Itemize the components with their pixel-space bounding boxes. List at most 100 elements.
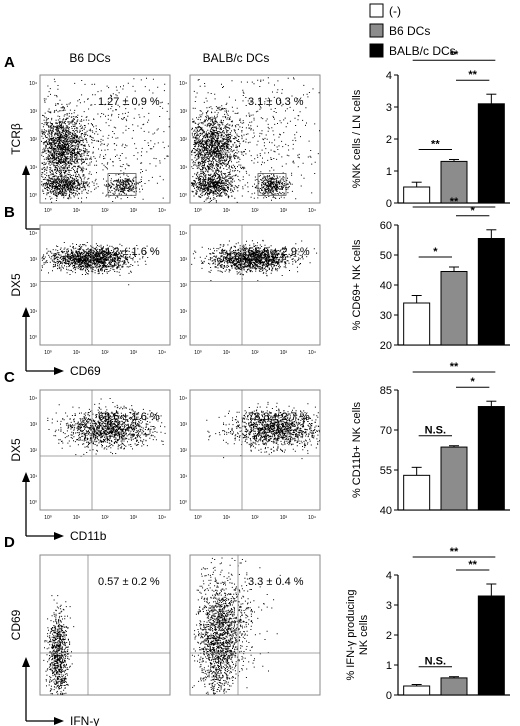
significance-label: ** [431,138,440,150]
bar-y-tick-label: 1 [386,166,392,178]
bar-y-tick-label: 3 [386,102,392,114]
bar-chart-D: 0 1 2 3 4 % IFN-γ producingNK cells N.S. ** ** [345,546,510,702]
flow-x-tick-label: 10¹ [223,208,231,214]
significance-label: N.S. [425,656,446,668]
flow-y-tick-label: 10³ [30,257,38,263]
legend: (-) B6 DCs BALB/c DCs [369,3,456,58]
flow-y-tick-label: 10⁰ [29,335,37,341]
bar-y-tick-label: 0 [386,198,392,210]
flow-plot-b6: 0.57 ± 0.2 % [39,554,171,696]
x-axis-arrowhead [54,717,64,725]
panel-letter: A [4,54,15,71]
flow-x-label: IFN-γ [70,714,99,726]
flow-events-dx5 [191,239,318,282]
significance-label: * [471,205,476,217]
column-header-b6: B6 DCs [69,51,110,65]
panel-letter: D [4,534,15,551]
bar-y-label: %NK cells / LN cells [351,89,363,188]
flow-y-tick-label: 10¹ [30,474,38,480]
flow-x-tick-label: 10⁴ [308,350,316,356]
flow-events-dx5 [47,398,166,457]
flow-plot-b6: 10⁰ 10⁰ 10¹ 10¹ 10² 10² 10³ 10³ 10⁴ 10⁴ 1.27 ± 0.9… [29,74,171,214]
bar-y-label: % CD11b+ NK cells [351,401,363,498]
flow-plot-b6: 10⁰ 10⁰ 10¹ 10¹ 10² 10² 10³ 10³ 10⁴ 10⁴ 63.6 ± 1.6… [29,389,171,521]
bar-y-tick-label: 4 [386,70,392,82]
x-axis-arrowhead [54,532,64,540]
bar-y-tick-label: 20 [380,340,392,352]
legend-swatch-balbc [369,43,384,58]
bar-y-label: % CD69+ NK cells [351,239,363,330]
bar-y-tick-label: 50 [380,250,392,262]
bar-y-label: % IFN-γ producingNK cells [345,589,370,680]
flow-y-tick-label: 10³ [30,109,38,115]
flow-y-tick-label: 10⁰ [179,335,187,341]
flow-x-label: CD69 [70,364,101,378]
y-axis-arrowhead [22,472,30,482]
flow-stat-label: 1.27 ± 0.9 % [98,96,160,108]
flow-y-tick-label: 10² [30,283,38,289]
flow-x-tick-label: 10⁰ [194,208,202,214]
flow-y-tick-label: 10³ [30,422,38,428]
flow-x-tick-label: 10⁴ [158,208,166,214]
flow-x-tick-label: 10⁴ [158,350,166,356]
flow-x-label: CD11b [70,529,107,543]
flow-events-double-neg [41,167,98,203]
bar-0 [403,186,431,204]
flow-x-tick-label: 10³ [280,350,288,356]
flow-y-tick-label: 10⁴ [29,231,37,237]
panel-C: C DX5 CD11b 10⁰ 10⁰ 10¹ 10¹ 10² 10² 10³ 10³ 10⁴ 10⁴ 6… [4,361,510,543]
flow-events-cd69 [191,557,252,695]
flow-events-tcr [191,92,269,200]
flow-events-nk [103,170,150,198]
flow-x-tick-label: 10² [251,208,259,214]
flow-x-tick-label: 10⁴ [158,515,166,521]
bar-y-tick-label: 3 [386,600,392,612]
flow-y-tick-label: 10² [30,448,38,454]
flow-plot-balbc: 10⁰ 10⁰ 10¹ 10¹ 10² 10² 10³ 10³ 10⁴ 10⁴ 78.8 ± 2.7… [179,389,321,521]
flow-y-tick-label: 10⁰ [29,193,37,199]
flow-x-tick-label: 10⁰ [44,350,52,356]
flow-plot-frame [39,224,171,346]
significance-label: ** [450,196,459,208]
y-axis-arrowhead [22,657,30,667]
flow-plot-balbc: 10⁰ 10⁰ 10¹ 10¹ 10² 10² 10³ 10³ 10⁴ 10⁴ 3.1 ± 0.3 … [179,74,321,214]
flow-events-cd69 [43,595,75,695]
legend-label-balbc: BALB/c DCs [389,44,456,58]
panels-container: ATCRβNK1.110⁰10⁰10¹10¹10²10²10³10³10⁴10⁴… [4,49,510,726]
flow-events-tcr [41,81,104,199]
flow-y-tick-label: 10² [180,283,188,289]
panel-B: B DX5 CD69 10⁰ 10⁰ 10¹ 10¹ 10² 10² 10³ 10³ 10⁴ 10⁴ 44… [4,196,510,378]
flow-y-tick-label: 10⁴ [179,231,187,237]
flow-x-tick-label: 10² [101,350,109,356]
bar-y-tick-label: 2 [386,134,392,146]
flow-x-tick-label: 10² [251,350,259,356]
flow-plot-frame [189,224,321,346]
flow-x-tick-label: 10⁴ [308,208,316,214]
flow-x-tick-label: 10⁰ [194,350,202,356]
flow-stat-label: 3.1 ± 0.3 % [248,96,304,108]
bar-0 [403,302,431,346]
flow-x-tick-label: 10² [101,208,109,214]
legend-label-none: (-) [389,4,401,18]
flow-events-double-neg [191,164,256,203]
significance-label: ** [450,361,459,373]
flow-y-tick-label: 10² [180,448,188,454]
flow-y-tick-label: 10² [30,137,38,143]
flow-x-tick-label: 10³ [280,515,288,521]
bar-2 [477,238,505,346]
flow-x-tick-label: 10¹ [73,350,81,356]
flow-x-tick-label: 10¹ [73,208,81,214]
flow-y-tick-label: 10¹ [180,474,188,480]
x-axis-arrowhead [54,367,64,375]
y-axis-arrowhead [22,165,30,175]
flow-x-tick-label: 10² [251,515,259,521]
flow-y-tick-label: 10³ [180,109,188,115]
bar-y-tick-label: 85 [380,385,392,397]
flow-plot-frame [189,389,321,511]
y-axis-arrowhead [22,307,30,317]
significance-label: * [433,246,438,258]
flow-events-dx5 [41,242,152,286]
flow-x-tick-label: 10⁰ [194,515,202,521]
panel-D: D CD69 IFN-γ 0.57 ± 0.2 % 3.3 ± 0.4 % 0 1 2 3 4 % … [4,534,510,726]
